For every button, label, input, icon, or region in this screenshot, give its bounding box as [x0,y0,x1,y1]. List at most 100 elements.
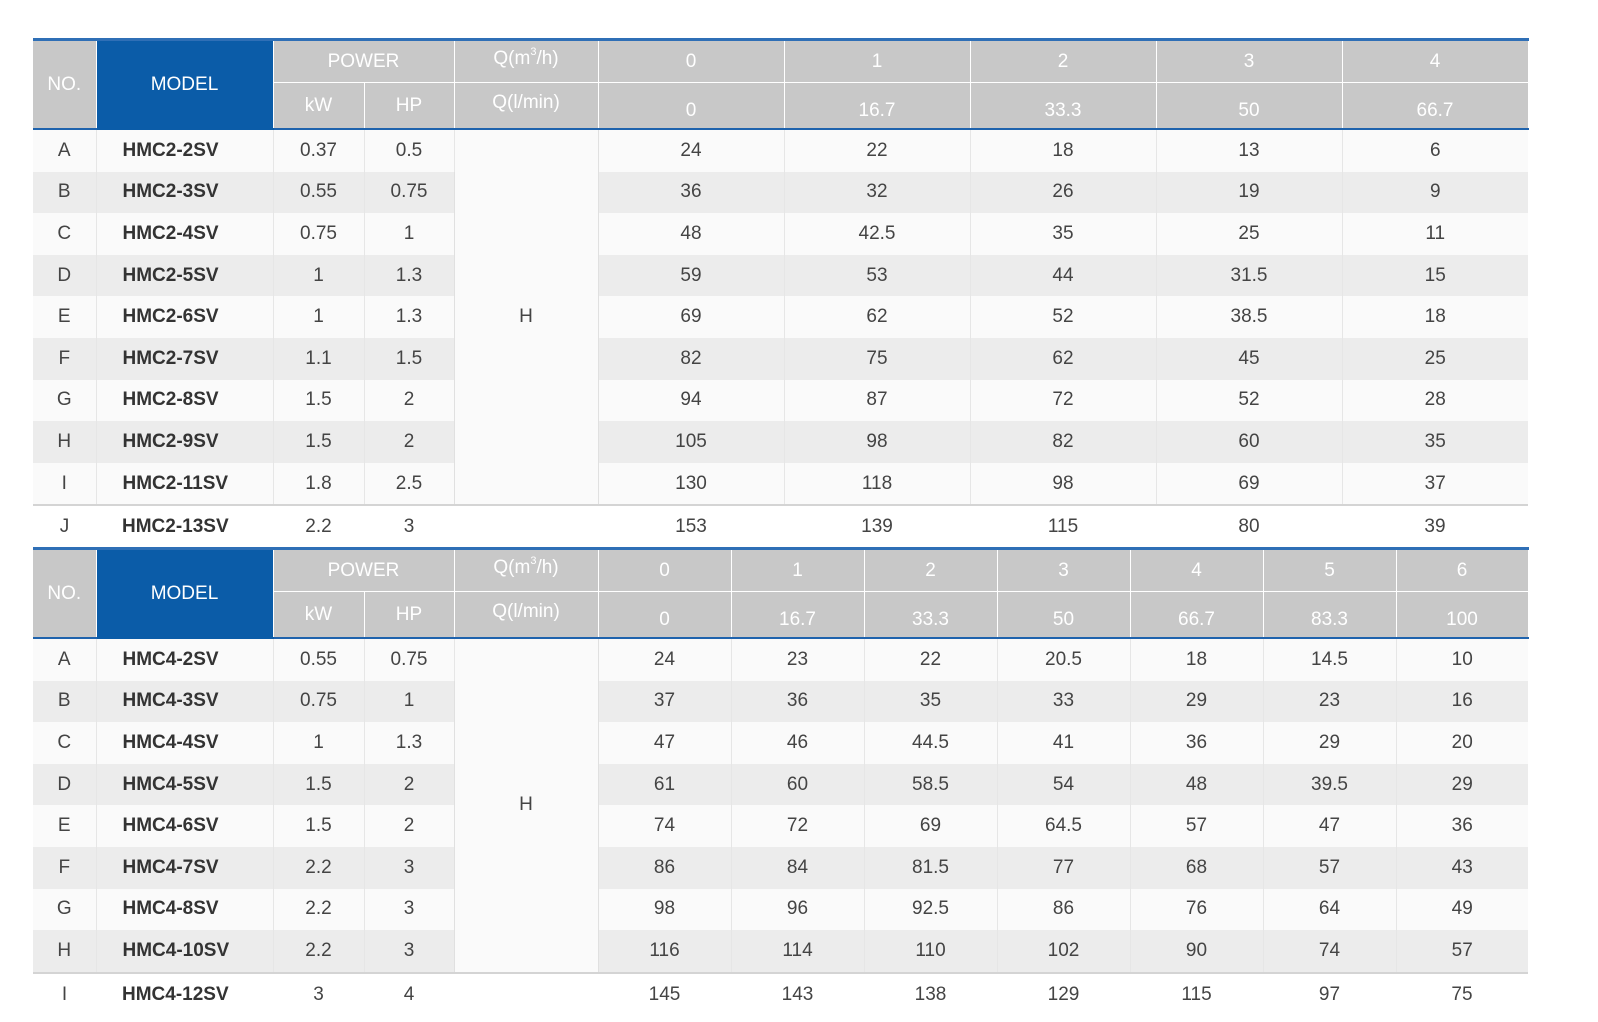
head-value: 116 [598,930,732,973]
head-value: 48 [1130,763,1264,806]
flow-m3h-value: 0 [598,38,785,83]
head-value: 118 [784,462,971,506]
model-header: MODEL [96,547,274,639]
flow-m3h-value: 4 [1342,38,1529,83]
head-value: 37 [1342,462,1528,506]
power-hp: 1.5 [364,337,455,380]
head-value: 43 [1396,846,1528,889]
table-row: B HMC2-3SV 0.55 0.75 36 32 26 19 9 [33,171,1528,214]
head-value: 23 [1263,680,1397,723]
power-kw: 1 [273,722,365,764]
head-value: 86 [997,888,1131,931]
flow-lmin-value: 0 [598,591,732,639]
power-hp: 3 [364,888,455,931]
power-hp: 0.75 [364,171,455,214]
head-value: 10 [1396,638,1528,681]
row-no: H [33,421,97,463]
model-name: HMC2-11SV [96,462,274,506]
head-value: 14.5 [1263,638,1397,681]
row-no: B [33,171,97,214]
model-name: HMC4-5SV [96,763,274,806]
flow-m3h-header: Q(m3/h) [454,547,599,592]
flow-m3h-value: 1 [731,547,865,592]
head-value: 16 [1396,680,1528,723]
power-hp: 2 [364,421,455,463]
head-value: 72 [731,805,865,847]
model-name: HMC2-3SV [96,171,274,214]
head-value: 92.5 [864,888,998,931]
power-kw: 0.55 [273,171,365,214]
flow-m3h-value: 6 [1396,547,1529,592]
power-kw: 1.5 [273,763,365,806]
power-kw: 1 [273,296,365,338]
head-value: 35 [970,213,1157,255]
model-name: HMC2-9SV [96,421,274,463]
power-kw: 3 [273,971,364,1016]
head-value: 102 [997,930,1131,973]
flow-lmin-value: 16.7 [784,82,971,130]
power-hp: 0.5 [364,129,455,172]
table-row: F HMC2-7SV 1.1 1.5 82 75 62 45 25 [33,337,1528,380]
head-value: 69 [598,296,785,338]
head-value: 130 [598,462,785,506]
table-row: H HMC4-10SV 2.2 3 116 114 110 102 90 74 57 [33,930,1528,973]
model-name: HMC4-4SV [96,722,274,764]
head-value: 129 [997,971,1130,1016]
performance-table-hmc2: NO. MODEL POWER Q(m3/h) 0 1 2 3 4 kW HP Q(l/min) 0 16… [33,38,1529,548]
head-value: 18 [970,129,1157,172]
table-body: A HMC4-2SV 0.55 0.75 H 24 23 22 20.5 18 14.5 10 B HMC… [33,638,1528,1016]
power-kw: 1.1 [273,337,365,380]
head-value: 48 [598,213,785,255]
head-value: 145 [598,971,731,1016]
head-value: 98 [784,421,971,463]
flow-m3h-header: Q(m3/h) [454,38,599,83]
head-value: 13 [1156,129,1343,172]
head-value: 139 [784,504,970,548]
power-kw: 2.2 [273,504,364,548]
head-value: 47 [598,722,732,764]
head-value: 57 [1263,846,1397,889]
head-value: 72 [970,379,1157,422]
head-value: 82 [598,337,785,380]
flow-lmin-value: 50 [1156,82,1343,130]
power-hp: 1 [364,680,455,723]
head-value: 32 [784,171,971,214]
head-value: 69 [1156,462,1343,506]
power-kw: 2.2 [273,930,365,973]
head-value: 44.5 [864,722,998,764]
power-hp: 1.3 [364,254,455,297]
head-value: 59 [598,254,785,297]
head-value: 31.5 [1156,254,1343,297]
head-value: 75 [1396,971,1528,1016]
head-value: 36 [731,680,865,723]
head-value: 52 [970,296,1157,338]
row-no: F [33,337,97,380]
power-kw: 1.5 [273,805,365,847]
flow-lmin-value: 66.7 [1342,82,1529,130]
head-value: 47 [1263,805,1397,847]
head-value: 25 [1156,213,1343,255]
table-header: NO. MODEL POWER Q(m3/h) 0 1 2 3 4 5 6 kW HP Q(l/min) 0… [33,547,1529,639]
head-value: 87 [784,379,971,422]
flow-m3h-value: 1 [784,38,971,83]
table-row: G HMC2-8SV 1.5 2 94 87 72 52 28 [33,379,1528,422]
flow-lmin-header: Q(l/min) [454,591,599,639]
head-value: 90 [1130,930,1264,973]
power-header: POWER [273,38,455,83]
model-name: HMC4-8SV [96,888,274,931]
flow-m3h-value: 3 [997,547,1131,592]
head-value: 29 [1263,722,1397,764]
table-row: J HMC2-13SV 2.2 3 153 139 115 80 39 [33,504,1528,548]
kw-header: kW [273,591,365,639]
head-value: 86 [598,846,732,889]
head-value: 94 [598,379,785,422]
row-no: A [33,638,97,681]
row-no: D [33,254,97,297]
flow-lmin-value: 100 [1396,591,1529,639]
flow-lmin-value: 0 [598,82,785,130]
model-name: HMC2-5SV [96,254,274,297]
flow-lmin-value: 50 [997,591,1131,639]
table-row: E HMC2-6SV 1 1.3 69 62 52 38.5 18 [33,296,1528,338]
model-name: HMC2-2SV [96,129,274,172]
table-row: C HMC4-4SV 1 1.3 47 46 44.5 41 36 29 20 [33,722,1528,764]
